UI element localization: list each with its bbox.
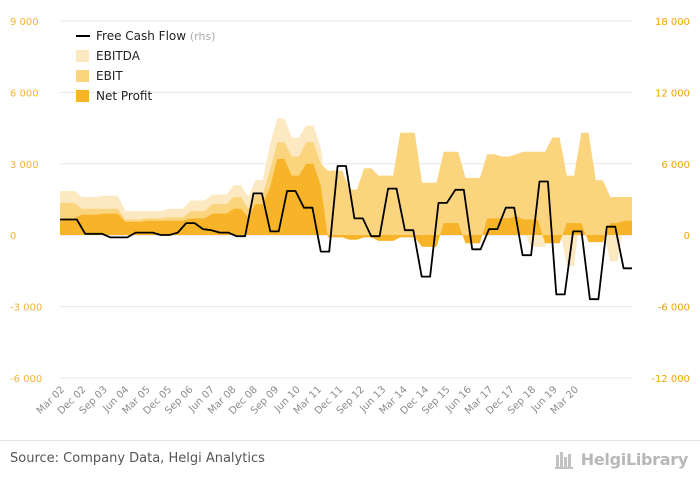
chart-svg: 9 000 6 000 3 000 0 -3 000 -6 000 18 000 12 00…: [10, 17, 690, 417]
y-axis-right: 18 000 12 000 6 000 0 -6 000 -12 000: [651, 17, 690, 385]
line-layer: [60, 165, 632, 301]
line-free-cash-flow: [60, 165, 632, 301]
legend-label: Free Cash Flow (rhs): [96, 29, 216, 43]
area-ebit: [60, 132, 632, 235]
legend-item: Free Cash Flow (rhs): [76, 29, 216, 43]
y-right-tick-label: 12 000: [655, 88, 690, 99]
legend-label: Net Profit: [96, 89, 152, 103]
y-left-tick-label: 0: [10, 231, 16, 242]
y-left-tick-label: 3 000: [10, 160, 39, 171]
legend-suffix: (rhs): [190, 30, 216, 43]
y-left-tick-label: 9 000: [10, 17, 39, 28]
area-net-profit: [60, 158, 632, 247]
y-left-tick-label: -6 000: [10, 374, 42, 385]
y-axis-left: 9 000 6 000 3 000 0 -3 000 -6 000: [10, 17, 42, 385]
legend-item: EBITDA: [76, 49, 141, 63]
library-logo-icon: [554, 452, 573, 469]
legend-item: Net Profit: [76, 89, 152, 103]
legend-swatch: [76, 90, 89, 102]
legend-swatch: [76, 50, 89, 62]
legend-label: EBITDA: [96, 49, 141, 63]
legend-label: EBIT: [96, 69, 123, 83]
y-right-tick-label: -6 000: [658, 303, 690, 314]
y-left-tick-label: 6 000: [10, 88, 39, 99]
footer: Source: Company Data, Helgi Analytics He…: [0, 440, 700, 484]
source-note: Source: Company Data, Helgi Analytics: [10, 451, 265, 466]
grid-layer: [60, 20, 632, 379]
y-right-tick-label: 6 000: [661, 160, 690, 171]
brand-name: HelgiLibrary: [580, 449, 689, 469]
area-layer: [60, 118, 632, 266]
legend: Free Cash Flow (rhs) EBITDA EBIT Net Prof…: [76, 29, 216, 103]
y-left-tick-label: -3 000: [10, 303, 42, 314]
y-right-tick-label: -12 000: [651, 374, 690, 385]
y-right-tick-label: 0: [684, 231, 690, 242]
y-right-tick-label: 18 000: [655, 17, 690, 28]
legend-item: EBIT: [76, 69, 123, 83]
legend-swatch: [76, 70, 89, 82]
brand-logo: HelgiLibrary: [554, 449, 689, 469]
